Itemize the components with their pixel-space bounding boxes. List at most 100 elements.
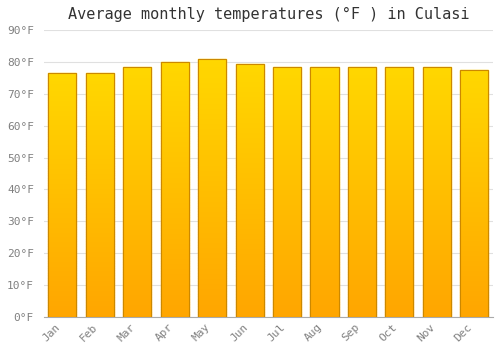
Bar [386, 162, 413, 164]
Bar [348, 224, 376, 227]
Bar [273, 139, 301, 142]
Bar [123, 197, 152, 199]
Bar [310, 139, 338, 142]
Bar [123, 209, 152, 212]
Bar [48, 149, 76, 151]
Bar [160, 126, 189, 128]
Bar [348, 79, 376, 82]
Bar [86, 119, 114, 122]
Bar [160, 131, 189, 133]
Bar [48, 263, 76, 266]
Bar [348, 297, 376, 299]
Bar [460, 213, 488, 216]
Bar [198, 123, 226, 126]
Bar [160, 70, 189, 72]
Bar [386, 154, 413, 157]
Bar [86, 241, 114, 244]
Bar [460, 164, 488, 166]
Bar [48, 195, 76, 197]
Bar [86, 227, 114, 229]
Bar [310, 314, 338, 317]
Bar [123, 89, 152, 92]
Bar [386, 212, 413, 214]
Bar [48, 219, 76, 222]
Bar [48, 178, 76, 180]
Bar [423, 262, 451, 264]
Bar [423, 269, 451, 272]
Bar [386, 167, 413, 169]
Bar [48, 207, 76, 210]
Bar [198, 273, 226, 275]
Bar [86, 183, 114, 185]
Bar [236, 79, 264, 81]
Bar [160, 116, 189, 118]
Bar [86, 251, 114, 253]
Bar [310, 282, 338, 284]
Bar [236, 102, 264, 104]
Bar [236, 228, 264, 231]
Bar [48, 202, 76, 205]
Bar [460, 300, 488, 302]
Bar [48, 261, 76, 263]
Bar [310, 67, 338, 69]
Bar [48, 200, 76, 202]
Bar [460, 169, 488, 171]
Bar [236, 210, 264, 213]
Bar [48, 253, 76, 256]
Bar [460, 260, 488, 262]
Bar [310, 79, 338, 82]
Bar [160, 177, 189, 179]
Bar [236, 152, 264, 155]
Bar [310, 202, 338, 204]
Bar [348, 257, 376, 259]
Bar [160, 169, 189, 171]
Bar [86, 212, 114, 215]
Bar [123, 247, 152, 249]
Bar [348, 187, 376, 189]
Bar [198, 131, 226, 134]
Bar [198, 232, 226, 234]
Bar [236, 248, 264, 251]
Bar [348, 194, 376, 197]
Bar [160, 105, 189, 108]
Bar [198, 286, 226, 288]
Bar [423, 299, 451, 302]
Bar [273, 294, 301, 297]
Bar [123, 294, 152, 297]
Bar [423, 169, 451, 172]
Bar [48, 304, 76, 307]
Bar [460, 149, 488, 152]
Bar [348, 92, 376, 94]
Bar [48, 256, 76, 258]
Bar [273, 179, 301, 182]
Bar [386, 222, 413, 224]
Bar [236, 188, 264, 190]
Bar [48, 156, 76, 159]
Bar [198, 229, 226, 232]
Bar [86, 314, 114, 317]
Bar [86, 309, 114, 312]
Bar [273, 197, 301, 199]
Bar [273, 264, 301, 267]
Bar [160, 215, 189, 217]
Bar [310, 129, 338, 132]
Bar [273, 107, 301, 109]
Bar [273, 182, 301, 184]
Bar [460, 77, 488, 80]
Bar [236, 259, 264, 261]
Bar [198, 159, 226, 162]
Bar [348, 242, 376, 244]
Bar [198, 247, 226, 250]
Bar [273, 79, 301, 82]
Bar [48, 227, 76, 229]
Bar [198, 304, 226, 307]
Bar [160, 228, 189, 230]
Bar [460, 240, 488, 243]
Bar [460, 280, 488, 282]
Bar [160, 136, 189, 138]
Bar [86, 236, 114, 239]
Bar [160, 179, 189, 182]
Bar [160, 133, 189, 136]
Bar [273, 224, 301, 227]
Bar [236, 94, 264, 97]
